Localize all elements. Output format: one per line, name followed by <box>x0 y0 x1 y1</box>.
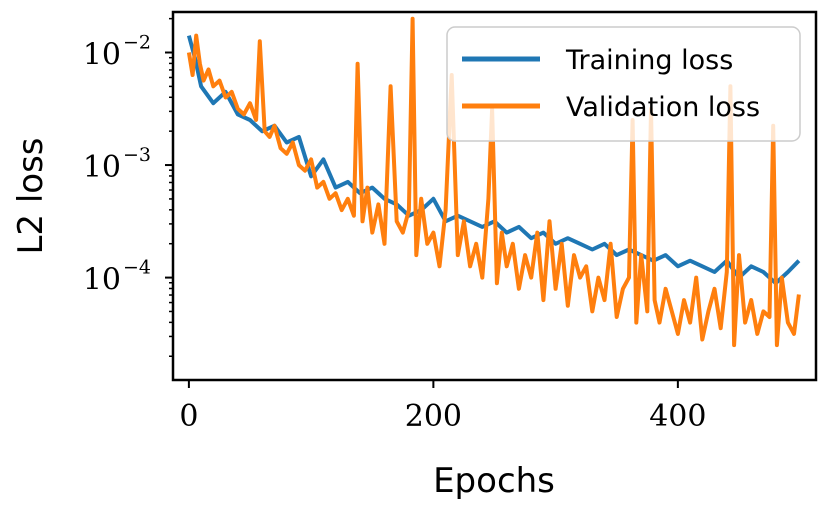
y-tick-label: 10 <box>83 38 121 73</box>
plot-frame <box>171 10 818 382</box>
x-tick-label: 0 <box>179 399 198 434</box>
legend: Training loss Validation loss <box>446 26 801 142</box>
y-tick-exponent: −3 <box>123 144 151 166</box>
y-axis-label: L2 loss <box>11 137 51 254</box>
x-tick-label: 200 <box>405 399 462 434</box>
y-tick-label: 10 <box>83 150 121 185</box>
x-axis-label: Epochs <box>433 461 555 501</box>
x-tick-label: 400 <box>649 399 706 434</box>
y-tick-label: 10 <box>83 263 121 298</box>
y-tick-exponent: −2 <box>123 32 151 54</box>
legend-box <box>446 26 801 142</box>
y-tick-exponent: −4 <box>123 257 151 279</box>
legend-label-training: Training loss <box>565 45 733 76</box>
legend-label-validation: Validation loss <box>566 92 760 123</box>
